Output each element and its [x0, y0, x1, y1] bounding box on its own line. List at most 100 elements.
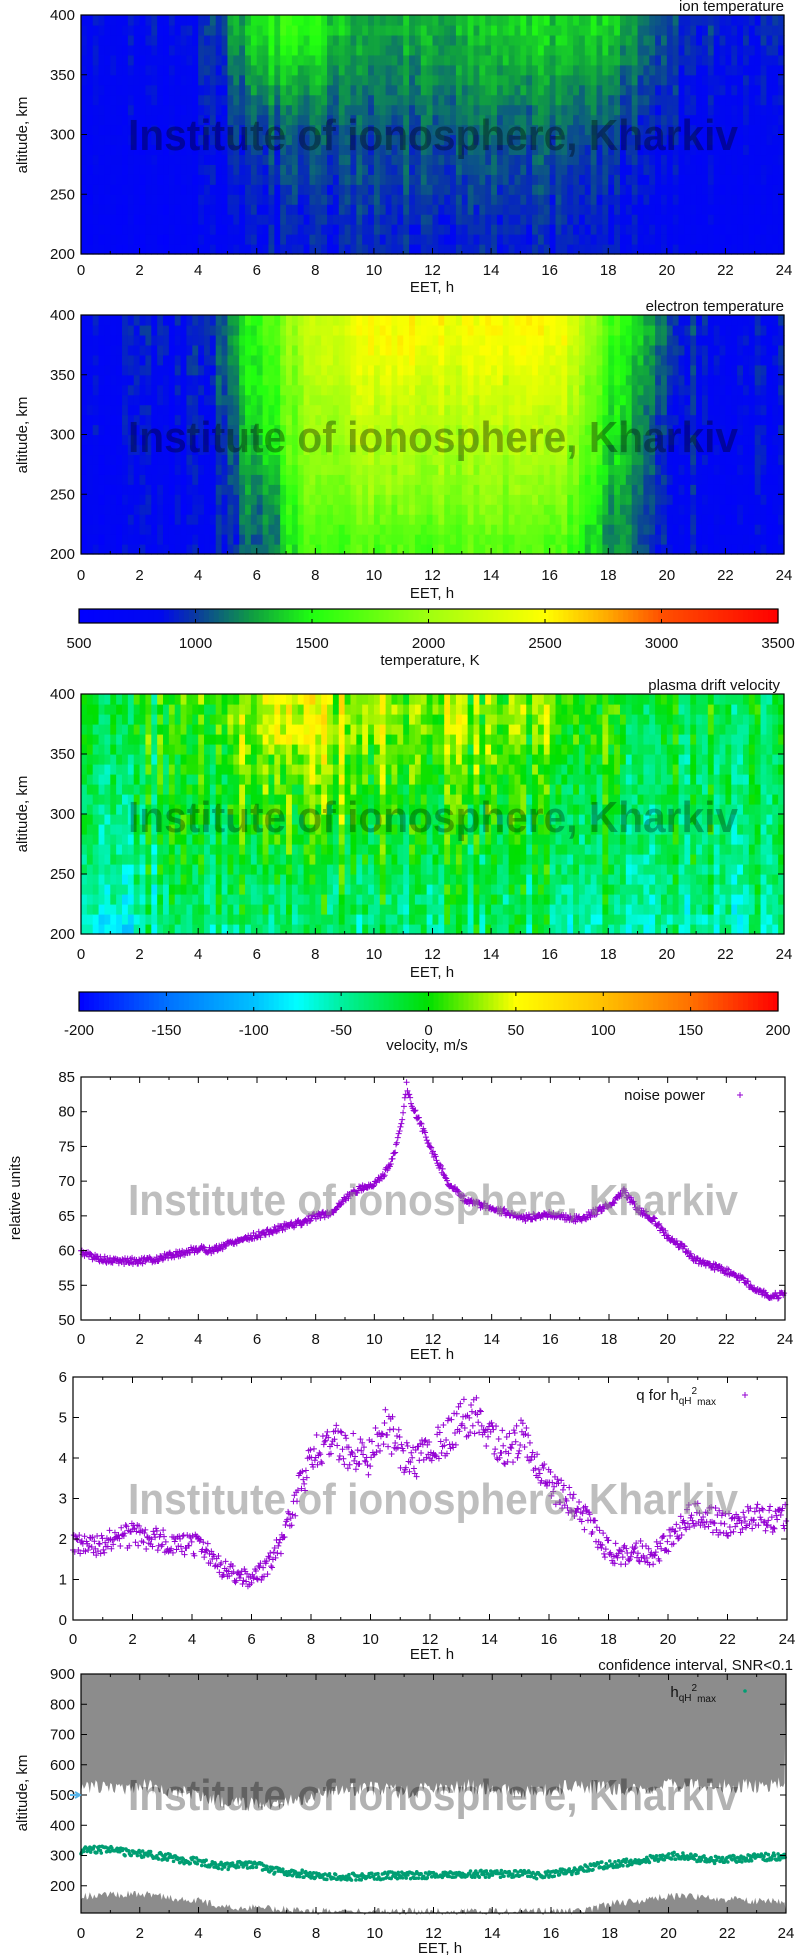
heatmap-cell — [291, 484, 299, 495]
heatmap-cell — [619, 114, 627, 126]
heatmap-cell — [403, 534, 410, 545]
heatmap-cell — [426, 134, 434, 146]
heatmap-cell — [280, 24, 287, 36]
heatmap-cell — [561, 244, 568, 255]
heatmap-cell — [198, 224, 205, 235]
heatmap-cell — [508, 404, 516, 416]
heatmap-cell — [163, 234, 170, 245]
heatmap-cell — [268, 344, 275, 356]
heatmap-cell — [502, 434, 510, 446]
heatmap-cell — [520, 244, 527, 255]
heatmap-cell — [602, 134, 609, 146]
heatmap-cell — [250, 364, 258, 376]
heatmap-cell — [438, 484, 445, 495]
heatmap-cell — [696, 134, 703, 146]
heatmap-cell — [385, 324, 393, 336]
heatmap-cell — [122, 354, 129, 366]
heatmap-cell — [444, 464, 451, 475]
heatmap-cell — [327, 344, 334, 356]
heatmap-cell — [151, 134, 158, 146]
heatmap-cell — [268, 364, 275, 376]
heatmap-cell — [403, 134, 410, 146]
heatmap-cell — [86, 494, 94, 505]
heatmap-cell — [373, 174, 381, 185]
heatmap-cell — [139, 84, 147, 96]
heatmap-cell — [414, 164, 422, 175]
heatmap-cell — [643, 184, 650, 195]
heatmap-cell — [649, 124, 656, 136]
heatmap-cell — [116, 104, 123, 116]
heatmap-cell — [701, 144, 709, 156]
heatmap-cell — [719, 94, 727, 106]
heatmap-cell — [168, 54, 176, 66]
heatmap-cell — [356, 414, 363, 426]
heatmap-cell — [496, 64, 504, 76]
heatmap-cell — [414, 34, 422, 46]
heatmap-cell — [502, 384, 510, 396]
heatmap-cell — [180, 204, 188, 215]
heatmap-cell — [578, 364, 586, 376]
heatmap-cell — [696, 64, 703, 76]
heatmap-cell — [209, 454, 217, 465]
heatmap-cell — [81, 194, 88, 205]
heatmap-cell — [479, 244, 486, 255]
heatmap-cell — [426, 424, 434, 436]
heatmap-cell — [450, 434, 457, 446]
heatmap-cell — [192, 384, 199, 396]
heatmap-cell — [163, 204, 170, 215]
heatmap-cell — [467, 374, 475, 386]
heatmap-cell — [567, 384, 574, 396]
heatmap-cell — [701, 94, 709, 106]
heatmap-cell — [98, 544, 106, 555]
heatmap-cell — [432, 324, 439, 336]
heatmap-cell — [356, 364, 363, 376]
heatmap-cell — [772, 74, 779, 86]
heatmap-cell — [92, 374, 100, 386]
heatmap-cell — [151, 244, 158, 255]
heatmap-cell — [332, 234, 340, 245]
heatmap-cell — [98, 94, 106, 106]
heatmap-cell — [403, 474, 410, 485]
heatmap-cell — [713, 154, 721, 165]
heatmap-cell — [321, 34, 328, 46]
heatmap-cell — [280, 315, 287, 326]
heatmap-cell — [561, 224, 568, 235]
heatmap-cell — [426, 364, 434, 376]
heatmap-cell — [742, 64, 750, 76]
heatmap-cell — [496, 104, 504, 116]
heatmap-cell — [438, 344, 445, 356]
heatmap-cell — [549, 134, 557, 146]
heatmap-cell — [772, 154, 779, 165]
heatmap-cell — [678, 164, 686, 175]
heatmap-cell — [403, 174, 410, 185]
heatmap-cell — [420, 194, 428, 205]
heatmap-cell — [602, 64, 609, 76]
heatmap-cell — [549, 64, 557, 76]
heatmap-cell — [561, 15, 568, 26]
heatmap-cell — [291, 224, 299, 235]
heatmap-cell — [209, 524, 217, 535]
heatmap-cell — [262, 34, 270, 46]
heatmap-cell — [473, 354, 480, 366]
heatmap-cell — [514, 414, 521, 426]
heatmap-cell — [496, 164, 504, 175]
heatmap-cell — [420, 414, 428, 426]
heatmap-cell — [180, 54, 188, 66]
heatmap-cell — [707, 204, 715, 215]
heatmap-cell — [491, 194, 498, 205]
heatmap-cell — [625, 204, 633, 215]
heatmap-cell — [532, 164, 539, 175]
heatmap-cell — [502, 404, 510, 416]
heatmap-cell — [104, 224, 111, 235]
heatmap-cell — [561, 364, 568, 376]
heatmap-cell — [684, 234, 691, 245]
heatmap-cell — [174, 44, 182, 56]
heatmap-cell — [321, 434, 328, 446]
heatmap-cell — [198, 434, 205, 446]
heatmap-cell — [315, 144, 322, 156]
heatmap-cell — [274, 74, 281, 86]
heatmap-cell — [455, 454, 463, 465]
heatmap-cell — [485, 194, 492, 205]
heatmap-cell — [86, 104, 94, 116]
heatmap-cell — [414, 404, 422, 416]
